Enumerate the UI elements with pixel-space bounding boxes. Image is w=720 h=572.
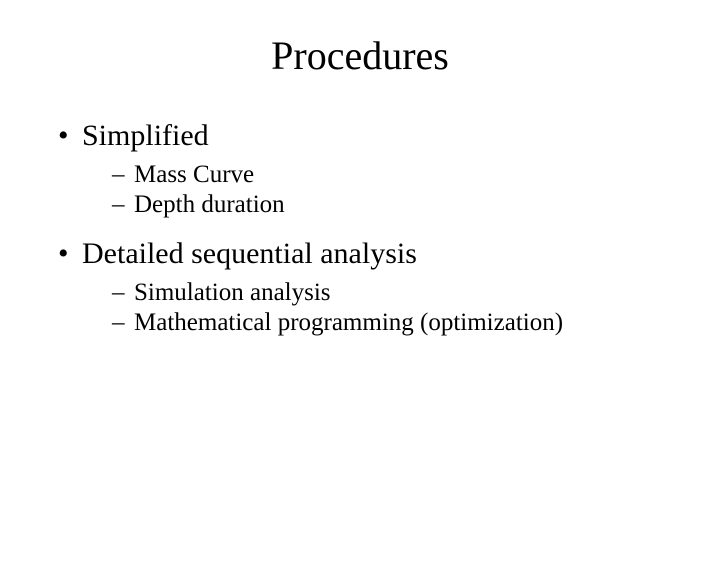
sub-bullet-label: Simulation analysis [134,279,331,306]
sub-bullet-label: Depth duration [134,191,285,218]
sub-bullet-label: Mathematical programming (optimization) [134,309,563,336]
bullet-level2: Depth duration [112,191,680,219]
bullet-level2: Mathematical programming (optimization) [112,309,680,337]
sub-bullet-group: Simulation analysis Mathematical program… [112,279,680,337]
bullet-label: Detailed sequential analysis [82,237,417,270]
sub-bullet-group: Mass Curve Depth duration [112,161,680,219]
bullet-level1: Simplified [58,119,680,153]
bullet-label: Simplified [82,119,209,152]
slide-title: Procedures [0,32,720,79]
sub-bullet-label: Mass Curve [134,161,254,188]
slide-content: Simplified Mass Curve Depth duration Det… [0,119,720,337]
slide: Procedures Simplified Mass Curve Depth d… [0,32,720,572]
bullet-level2: Mass Curve [112,161,680,189]
bullet-level1: Detailed sequential analysis [58,237,680,271]
bullet-level2: Simulation analysis [112,279,680,307]
